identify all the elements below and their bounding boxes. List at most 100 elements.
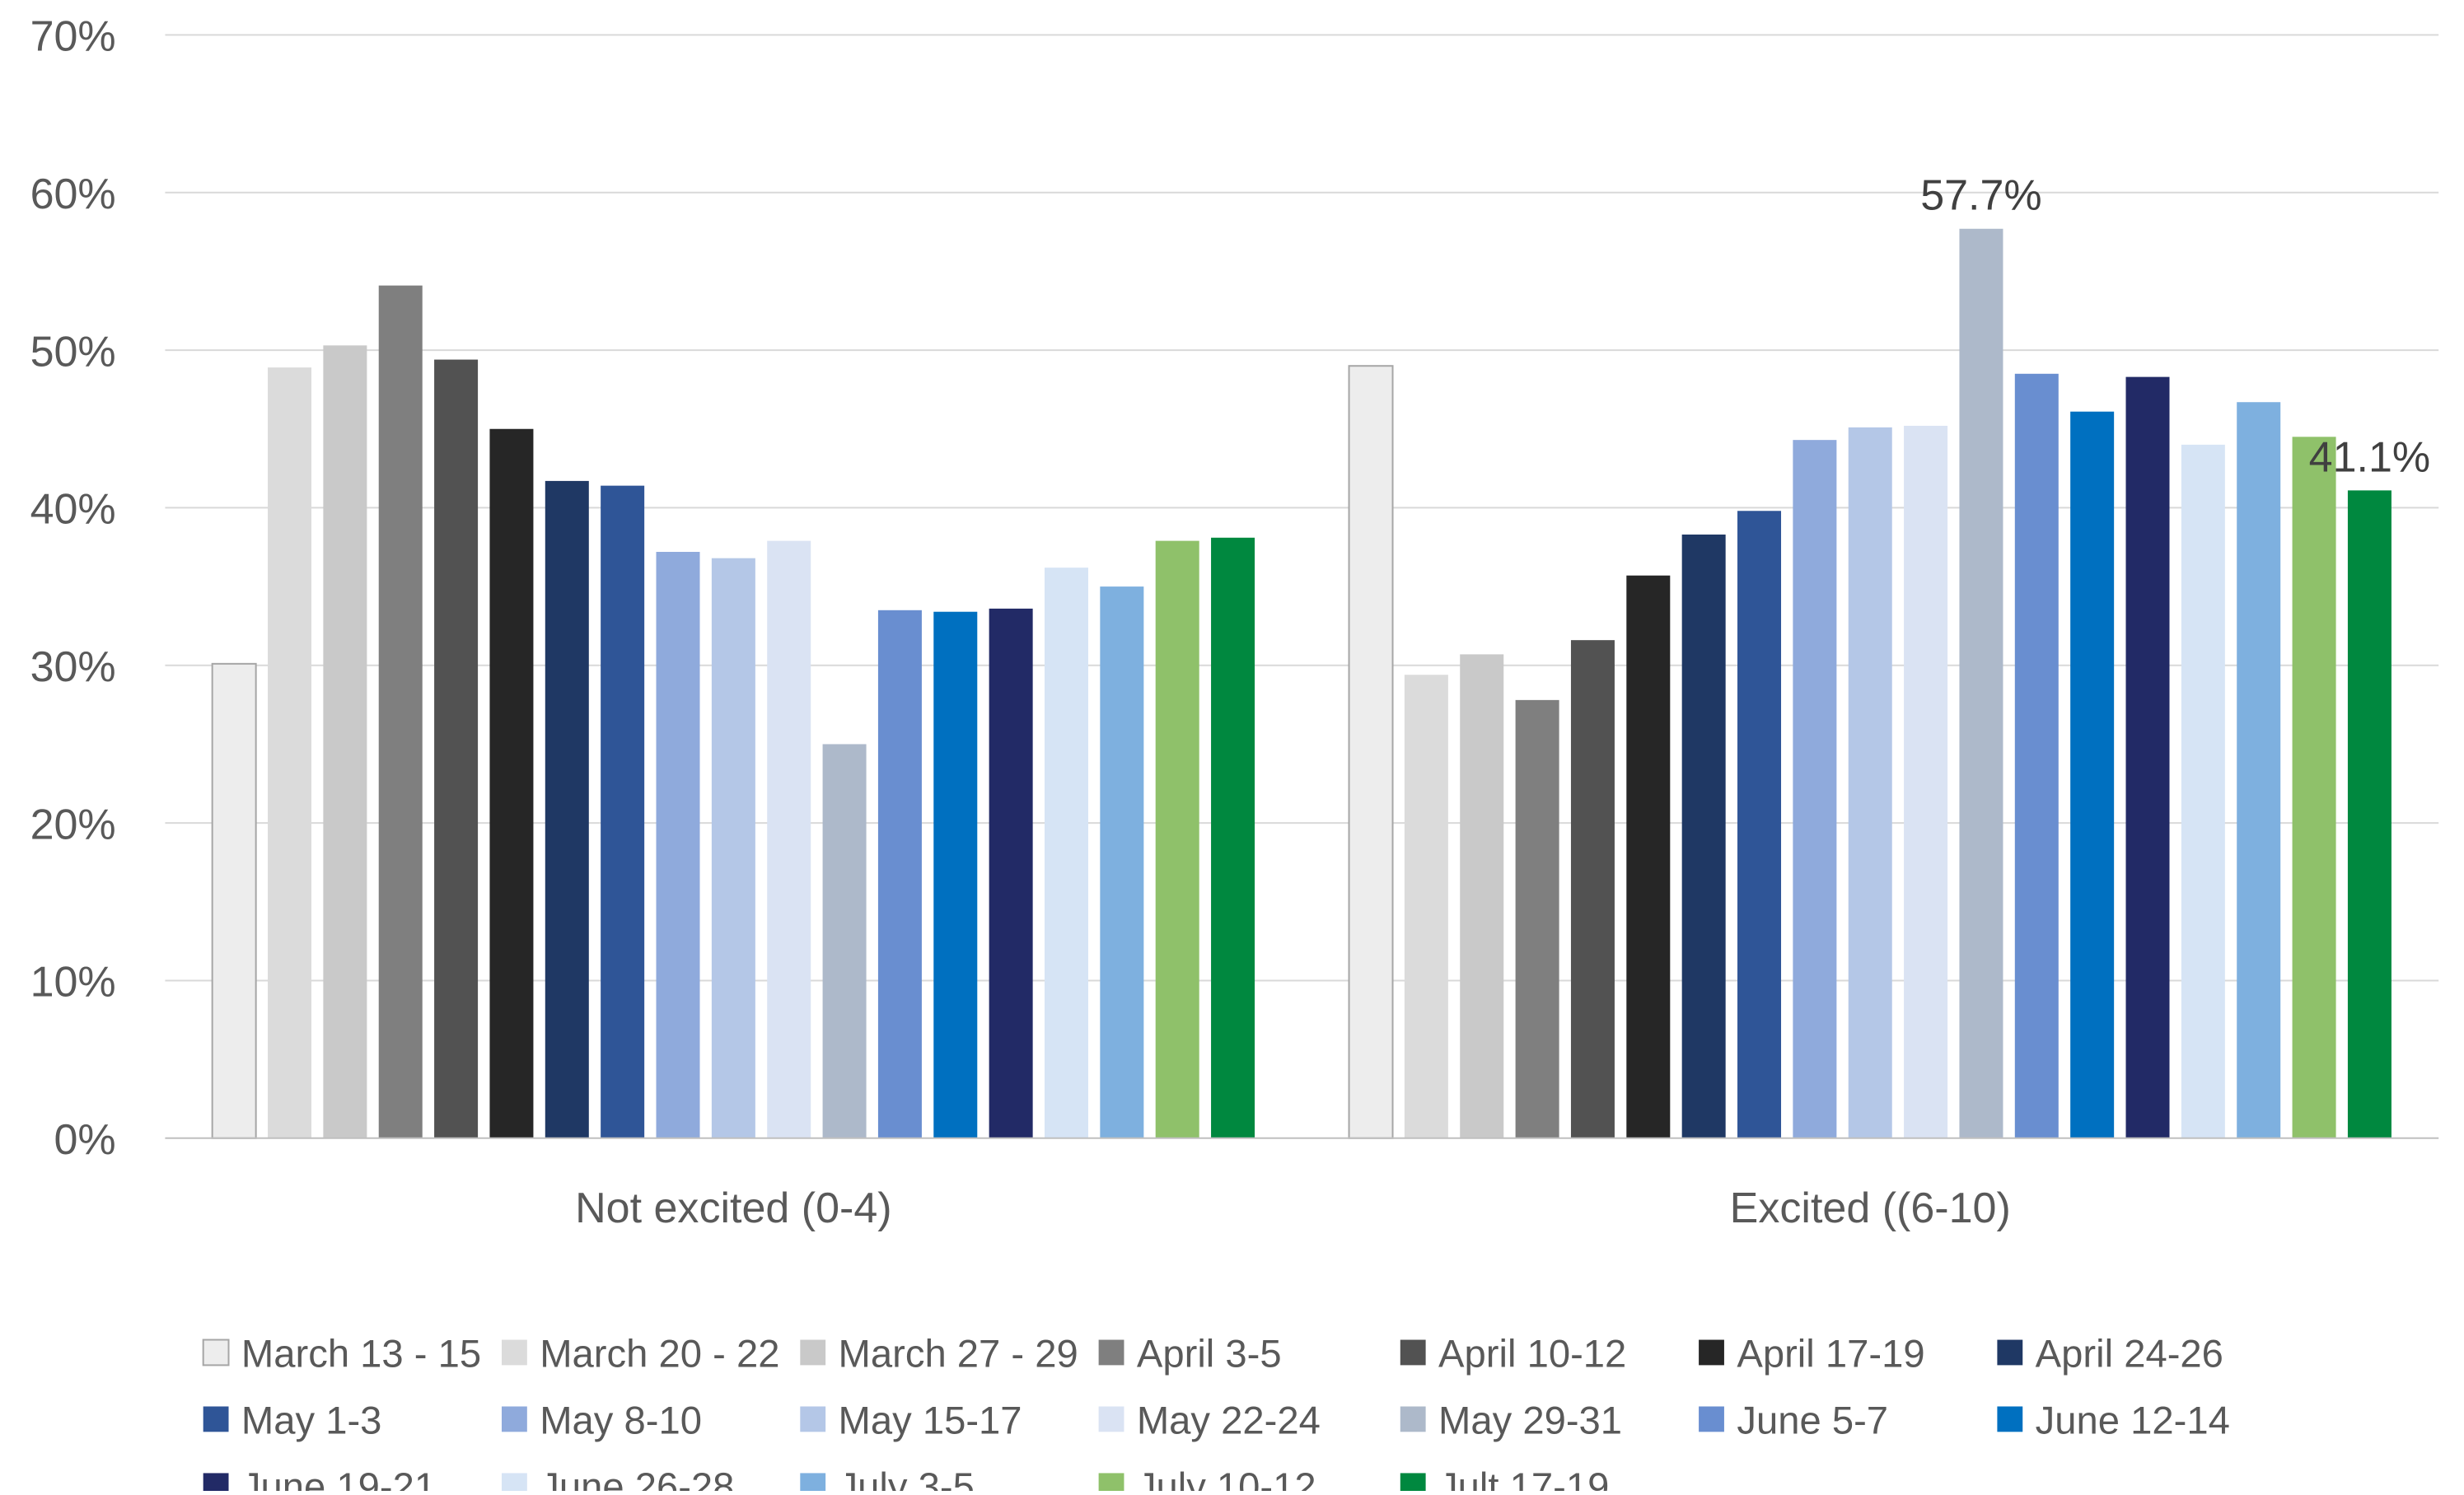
bar <box>1404 675 1448 1138</box>
axes: 0% 10% 20% 30% 40% 50% 60% 70% Not excited (0-4)… <box>30 13 2439 1232</box>
bar <box>1570 640 1615 1138</box>
y-tick-label: 70% <box>30 13 116 61</box>
legend-swatch <box>1098 1339 1124 1366</box>
bar <box>2070 411 2115 1138</box>
bar <box>1626 575 1671 1138</box>
bar <box>1904 425 1948 1138</box>
legend-item: June 26-28 <box>501 1465 734 1495</box>
legend-swatch <box>202 1338 230 1367</box>
legend-swatch <box>1997 1339 2023 1366</box>
legend-item: May 22-24 <box>1098 1399 1321 1442</box>
legend-swatch <box>1699 1406 1724 1432</box>
bar <box>1515 699 1559 1138</box>
legend-label: May 29-31 <box>1438 1399 1622 1442</box>
bar <box>2125 376 2170 1138</box>
y-tick-label: 50% <box>30 328 116 376</box>
bar <box>2347 490 2392 1138</box>
bar <box>1044 568 1088 1138</box>
legend-label: June 26-28 <box>540 1465 734 1491</box>
bar <box>877 610 922 1138</box>
bar <box>1737 511 1782 1138</box>
bar <box>601 485 645 1138</box>
legend-item: April 17-19 <box>1699 1332 1925 1376</box>
legend-item: April 10-12 <box>1400 1332 1626 1376</box>
legend-swatch <box>800 1406 826 1432</box>
legend-item: May 8-10 <box>501 1399 702 1442</box>
bar <box>711 558 755 1138</box>
legend-label: April 10-12 <box>1438 1332 1626 1376</box>
bar <box>1681 534 1726 1138</box>
legend-swatch <box>501 1473 527 1495</box>
bar <box>767 540 811 1138</box>
legend-label: March 20 - 22 <box>540 1332 779 1376</box>
bar <box>434 359 479 1138</box>
legend-label: May 22-24 <box>1137 1399 1321 1442</box>
bar <box>1848 427 1892 1138</box>
legend-item: May 15-17 <box>800 1399 1022 1442</box>
bar <box>489 428 534 1138</box>
legend-item: April 24-26 <box>1997 1332 2223 1376</box>
legend-swatch <box>501 1339 527 1366</box>
legend-label: July 10-12 <box>1137 1465 1316 1491</box>
legend-label: May 1-3 <box>241 1399 382 1442</box>
bar <box>2181 444 2225 1138</box>
legend: March 13 - 15 March 20 - 22 March 27 - 29 A… <box>202 1332 2230 1495</box>
legend-label: June 5-7 <box>1737 1399 1888 1442</box>
bar <box>1460 654 1504 1138</box>
legend-swatch <box>203 1406 229 1432</box>
y-tick-label: 20% <box>30 801 116 848</box>
x-category-label: Not excited (0-4) <box>575 1184 891 1232</box>
bar <box>1100 586 1144 1138</box>
legend-label: April 24-26 <box>2036 1332 2223 1376</box>
legend-label: April 17-19 <box>1737 1332 1924 1376</box>
bar <box>2014 373 2059 1138</box>
legend-label: Jult 17-19 <box>1438 1465 1609 1491</box>
legend-item: July 3-5 <box>800 1465 975 1495</box>
legend-label: May 8-10 <box>540 1399 702 1442</box>
legend-item: July 10-12 <box>1098 1465 1316 1495</box>
legend-swatch <box>1400 1406 1426 1432</box>
bar <box>1155 540 1199 1138</box>
bar <box>1959 228 2003 1138</box>
legend-label: March 13 - 15 <box>241 1332 481 1376</box>
bar <box>323 345 367 1138</box>
bar <box>1211 537 1255 1138</box>
legend-swatch <box>800 1473 826 1495</box>
legend-swatch <box>800 1339 826 1366</box>
bar <box>656 552 700 1138</box>
legend-item: May 29-31 <box>1400 1399 1622 1442</box>
legend-label: March 27 - 29 <box>839 1332 1078 1376</box>
bar <box>211 662 257 1139</box>
legend-swatch <box>501 1406 527 1432</box>
bars <box>211 228 2392 1139</box>
bar <box>545 480 589 1138</box>
bar <box>2237 402 2281 1138</box>
legend-swatch <box>1098 1473 1124 1495</box>
bar <box>378 285 423 1138</box>
legend-swatch <box>1997 1406 2023 1432</box>
legend-item: June 19-21 <box>203 1465 436 1495</box>
x-category-label: Excited ((6-10) <box>1730 1184 2011 1232</box>
legend-label: April 3-5 <box>1137 1332 1282 1376</box>
legend-item: April 3-5 <box>1098 1332 1282 1376</box>
legend-item: Jult 17-19 <box>1400 1465 1609 1495</box>
bar <box>989 608 1033 1138</box>
legend-item: March 27 - 29 <box>800 1332 1078 1376</box>
bar <box>1793 440 1837 1138</box>
legend-label: May 15-17 <box>839 1399 1022 1442</box>
legend-swatch <box>1699 1339 1724 1366</box>
legend-item: March 20 - 22 <box>501 1332 779 1376</box>
legend-label: June 19-21 <box>241 1465 436 1491</box>
y-tick-label: 30% <box>30 643 116 691</box>
legend-swatch <box>1400 1339 1426 1366</box>
legend-label: June 12-14 <box>2036 1399 2230 1442</box>
y-tick-label: 0% <box>54 1116 115 1164</box>
legend-item: June 5-7 <box>1699 1399 1888 1442</box>
legend-item: May 1-3 <box>203 1399 382 1442</box>
legend-swatch <box>203 1473 229 1495</box>
bar <box>268 367 312 1138</box>
legend-swatch <box>1098 1406 1124 1432</box>
bar <box>1348 365 1394 1139</box>
